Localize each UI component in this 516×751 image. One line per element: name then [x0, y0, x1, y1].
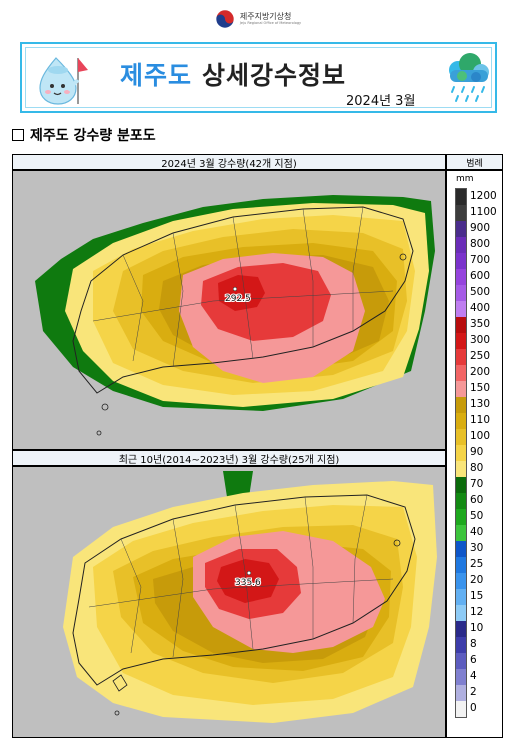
map2-peak-value: 335.6 [235, 578, 261, 588]
page-title: 제주도 상세강수정보 [120, 56, 346, 92]
legend-label: 800 [470, 238, 491, 250]
legend-swatch [456, 445, 466, 461]
legend-label: 700 [470, 254, 491, 266]
legend-label: 1100 [470, 206, 497, 218]
legend-swatch [456, 381, 466, 397]
legend-label: 900 [470, 222, 491, 234]
legend-label: 4 [470, 670, 477, 682]
legend-label: 150 [470, 382, 491, 394]
legend-label: 110 [470, 414, 491, 426]
legend-label: 600 [470, 270, 491, 282]
legend-swatch [456, 429, 466, 445]
legend-swatch [456, 685, 466, 701]
legend-swatch [456, 509, 466, 525]
legend-label: 2 [470, 686, 477, 698]
legend-label: 12 [470, 606, 484, 618]
legend-swatch [456, 461, 466, 477]
legend-swatch [456, 349, 466, 365]
legend-swatch [456, 525, 466, 541]
legend-label: 130 [470, 398, 491, 410]
legend-swatch [456, 397, 466, 413]
legend-swatch [456, 205, 466, 221]
rain-cloud-icon [449, 53, 489, 102]
legend-heading: 범례 [446, 154, 503, 170]
legend-label: 70 [470, 478, 484, 490]
legend: mm 1200 1100 900 800 700 600 500 400 350 300 250 20… [446, 170, 503, 738]
legend-label: 300 [470, 334, 491, 346]
title-banner: 제주도 상세강수정보 2024년 3월 [20, 42, 497, 113]
legend-label: 250 [470, 350, 491, 362]
legend-swatch [456, 701, 466, 717]
map2-heading: 최근 10년(2014~2023년) 3월 강수량(25개 지점) [12, 450, 446, 466]
legend-swatch [456, 669, 466, 685]
raindrop-mascot-icon [39, 57, 88, 105]
agency-header: 제주지방기상청 Jeju Regional Office of Meteorol… [0, 6, 516, 32]
map2-rainfall-10yr-avg: 335.6 [12, 466, 446, 738]
legend-label: 500 [470, 286, 491, 298]
title-rest: 상세강수정보 [202, 61, 347, 90]
legend-swatch [456, 317, 466, 333]
legend-swatch [456, 333, 466, 349]
legend-label: 400 [470, 302, 491, 314]
map1-rainfall-2024-03: 292.5 [12, 170, 446, 450]
legend-label: 10 [470, 622, 484, 634]
legend-swatch [456, 237, 466, 253]
legend-label: 60 [470, 494, 484, 506]
legend-swatch [456, 541, 466, 557]
legend-label: 15 [470, 590, 484, 602]
legend-swatch [456, 605, 466, 621]
legend-swatch [456, 301, 466, 317]
map1-heading: 2024년 3월 강수량(42개 지점) [12, 154, 446, 170]
legend-label: 1200 [470, 190, 497, 202]
legend-label: 50 [470, 510, 484, 522]
legend-swatch [456, 269, 466, 285]
legend-swatch [456, 573, 466, 589]
legend-swatch [456, 621, 466, 637]
legend-label: 6 [470, 654, 477, 666]
legend-swatch [456, 285, 466, 301]
title-region: 제주도 [120, 61, 193, 90]
section-title: 제주도 강수량 분포도 [12, 125, 156, 145]
legend-label: 100 [470, 430, 491, 442]
legend-unit: mm [456, 174, 474, 184]
report-period: 2024년 3월 [346, 94, 416, 109]
legend-label: 25 [470, 558, 484, 570]
legend-color-bar [455, 188, 467, 718]
legend-swatch [456, 189, 466, 205]
legend-swatch [456, 589, 466, 605]
legend-swatch [456, 557, 466, 573]
legend-swatch [456, 365, 466, 381]
legend-swatch [456, 493, 466, 509]
checkbox-square-icon [12, 129, 24, 141]
legend-swatch [456, 477, 466, 493]
legend-label: 0 [470, 702, 477, 714]
legend-label: 200 [470, 366, 491, 378]
legend-swatch [456, 221, 466, 237]
legend-swatch [456, 653, 466, 669]
agency-name: 제주지방기상청 [239, 11, 292, 21]
kma-emblem-icon [215, 9, 235, 29]
section-title-text: 제주도 강수량 분포도 [30, 128, 156, 144]
legend-label: 30 [470, 542, 484, 554]
legend-label: 90 [470, 446, 484, 458]
legend-label: 20 [470, 574, 484, 586]
agency-name-en: Jeju Regional Office of Meteorology [239, 20, 302, 25]
legend-swatch [456, 637, 466, 653]
legend-swatch [456, 253, 466, 269]
legend-label: 350 [470, 318, 491, 330]
legend-swatch [456, 413, 466, 429]
legend-label: 8 [470, 638, 477, 650]
legend-label: 80 [470, 462, 484, 474]
map1-peak-value: 292.5 [225, 294, 251, 304]
legend-label: 40 [470, 526, 484, 538]
